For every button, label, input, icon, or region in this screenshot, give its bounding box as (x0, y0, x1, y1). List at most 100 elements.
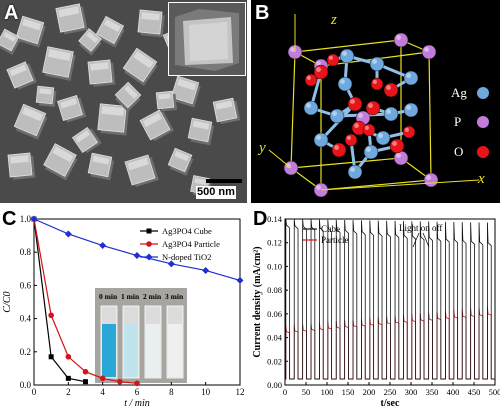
data-point (167, 260, 175, 268)
crystal-atom-highlight (426, 175, 431, 180)
crystal-atom (375, 130, 391, 146)
crystal-atom-highlight (396, 35, 401, 40)
data-point (64, 230, 72, 238)
crystal-atom (393, 32, 409, 48)
data-point (48, 354, 54, 360)
crystal-atom (304, 73, 318, 87)
crystal-atom-highlight (290, 47, 295, 52)
crystal-atom (423, 172, 439, 188)
panel-c-degradation-chart: 0 min 1 min 2 min 3 min 0 2 4 6 8 10 12 0.0 0.2 0.4 0.… (0, 207, 247, 410)
sem-cube (155, 90, 178, 112)
x-tick-label: 8 (169, 387, 174, 397)
crystal-structure-diagram: x z y Ag P O (257, 12, 489, 198)
atoms (283, 32, 439, 198)
scale-bar (206, 179, 242, 183)
y-tick-label: 0.14 (267, 214, 283, 224)
panel-d-photocurrent-chart: 0 50 100 150 200 250 300 350 400 450 500 0.00 0.02 0.… (251, 207, 500, 410)
crystal-atom-highlight (404, 127, 409, 132)
crystal-atom (402, 125, 416, 139)
vial-inset: 0 min 1 min 2 min 3 min (95, 288, 187, 383)
data-point (146, 241, 152, 247)
crystal-atom-highlight (406, 105, 411, 111)
vial-time-label: 3 min (165, 292, 184, 301)
vial-solution (124, 324, 138, 377)
crystal-atom (329, 108, 345, 124)
sem-cube (170, 75, 201, 108)
crystal-atom-highlight (306, 103, 311, 109)
legend-o-swatch (477, 146, 489, 158)
sem-inset-cube (175, 9, 239, 71)
sem-cube (57, 95, 87, 123)
y-tick-label: 0.08 (267, 285, 282, 295)
vial-time-label: 1 min (121, 292, 140, 301)
sem-cube (97, 103, 129, 136)
x-axis-line (320, 179, 480, 191)
y-tick-label: 0.02 (267, 356, 282, 366)
sem-cube (212, 97, 241, 125)
crystal-atom-highlight (350, 99, 355, 105)
crystal-atom-highlight (366, 147, 371, 152)
data-point (133, 252, 141, 260)
y-tick-label: 0.10 (267, 261, 282, 271)
legend-label: N-doped TiO2 (162, 252, 211, 262)
crystal-atom (370, 77, 384, 91)
crystal-atom (337, 76, 353, 92)
crystal-atom (344, 133, 358, 147)
light-on-off-annotation: Light on off (399, 223, 442, 233)
series-trace (285, 218, 495, 380)
crystal-atom (403, 70, 419, 86)
vial-solution (146, 324, 160, 377)
data-point (146, 228, 152, 234)
crystal-atom-highlight (316, 185, 321, 190)
crystal-atom (347, 164, 363, 180)
annotation-arrow (422, 232, 430, 248)
crystal-atom-highlight (340, 79, 345, 85)
legend-label: Ag3PO4 Cube (162, 226, 212, 236)
x-tick-label: 4 (100, 387, 105, 397)
y-tick-label: 0.8 (20, 247, 32, 257)
sem-cube (78, 28, 102, 56)
crystal-atom-highlight (316, 67, 321, 73)
y-axis-label: Current density (mA/cm²) (252, 246, 263, 357)
crystal-atom-highlight (424, 47, 429, 52)
legend-label: Ag3PO4 Particle (162, 239, 220, 249)
crystal-atom-highlight (350, 167, 355, 172)
data-point (65, 375, 71, 381)
x-tick-label: 6 (135, 387, 140, 397)
crystal-atom-highlight (386, 85, 391, 91)
crystal-atom-highlight (316, 135, 321, 140)
crystal-atom-highlight (306, 75, 311, 80)
crystal-atom-highlight (346, 135, 351, 140)
x-tick-label: 100 (321, 387, 334, 397)
crystal-atom-highlight (332, 111, 337, 117)
x-tick-label: 250 (384, 387, 397, 397)
panel-d-label: D (253, 208, 268, 230)
crystal-atom-highlight (386, 109, 391, 115)
vial-time-label: 2 min (143, 292, 162, 301)
x-axis-label: t/sec (381, 398, 400, 409)
crystal-atom (331, 142, 347, 158)
crystal-atom-highlight (396, 153, 401, 158)
data-point (202, 266, 210, 274)
x-axis-label: x (477, 171, 485, 187)
legend-o-label: O (454, 144, 463, 159)
legend-p-swatch (477, 116, 489, 128)
sem-inset (168, 2, 246, 76)
crystal-atom (389, 138, 405, 154)
y-axis-label: C/C0 (2, 291, 13, 312)
z-axis-label: z (330, 12, 337, 28)
plot-frame (284, 218, 496, 386)
sem-cube (15, 15, 46, 48)
crystal-atom (313, 64, 329, 80)
y-axis-label: y (257, 140, 266, 156)
data-point (145, 253, 153, 261)
legend-ag-swatch (477, 87, 489, 99)
series-trace (285, 306, 495, 380)
legend-label: Cube (321, 224, 340, 234)
data-point (236, 276, 244, 284)
x-tick-label: 50 (302, 387, 311, 397)
sem-cube (124, 154, 159, 187)
crystal-atom-highlight (334, 145, 339, 150)
sem-cube (122, 47, 158, 86)
